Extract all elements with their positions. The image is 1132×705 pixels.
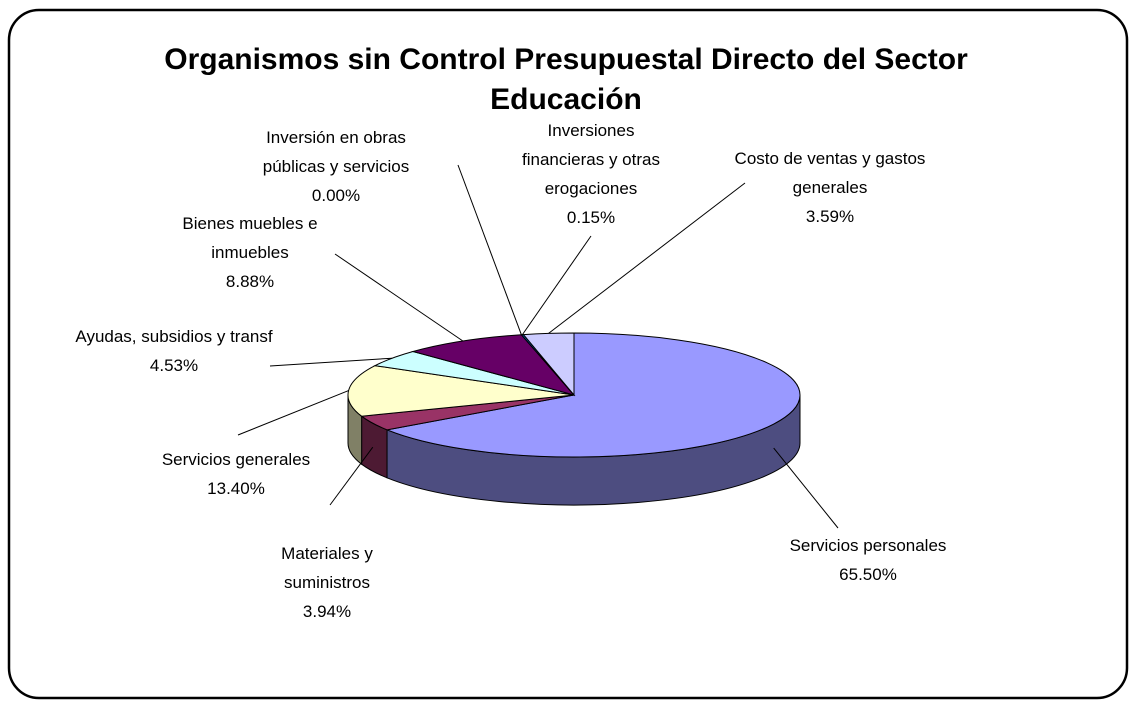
category-label: Materiales y suministros — [281, 544, 373, 592]
value-label: 13.40% — [207, 479, 265, 498]
leader-line — [457, 164, 522, 335]
data-label: Inversiones financieras y otras erogacio… — [516, 116, 666, 232]
data-label: Inversión en obras públicas y servicios 0… — [246, 123, 426, 210]
leader-line — [269, 357, 393, 367]
value-label: 4.53% — [149, 356, 199, 375]
value-label: 8.88% — [225, 272, 275, 291]
leader-line — [548, 182, 746, 334]
value-label: 65.50% — [839, 565, 897, 584]
category-label: Costo de ventas y gastos generales — [734, 149, 926, 197]
leader-line — [522, 235, 592, 335]
leader-line — [773, 447, 839, 529]
category-label: Inversiones financieras y otras erogacio… — [522, 121, 660, 198]
leader-line — [334, 253, 464, 342]
leader-line — [237, 390, 349, 436]
value-label: 0.00% — [311, 186, 361, 205]
data-label: Ayudas, subsidios y transf 4.53% — [74, 322, 274, 380]
pie-slice — [411, 334, 576, 396]
value-label: 0.15% — [566, 208, 616, 227]
category-label: Servicios personales — [789, 536, 947, 555]
data-label: Servicios personales 65.50% — [758, 531, 978, 589]
category-label: Ayudas, subsidios y transf — [75, 327, 273, 346]
category-label: Servicios generales — [161, 450, 311, 469]
data-label: Bienes muebles e inmuebles 8.88% — [160, 209, 340, 296]
data-label: Materiales y suministros 3.94% — [257, 539, 397, 626]
category-label: Bienes muebles e inmuebles — [182, 214, 318, 262]
data-label: Servicios generales 13.40% — [136, 445, 336, 503]
value-label: 3.59% — [805, 207, 855, 226]
pie-slice — [522, 332, 575, 397]
data-label: Costo de ventas y gastos generales 3.59% — [733, 144, 928, 231]
value-label: 3.94% — [302, 602, 352, 621]
leader-line — [329, 446, 374, 506]
chart-title: Organismos sin Control Presupuestal Dire… — [164, 43, 968, 116]
pie-slice — [347, 365, 575, 417]
pie-slice — [385, 332, 801, 458]
category-label: Inversión en obras públicas y servicios — [262, 128, 410, 176]
